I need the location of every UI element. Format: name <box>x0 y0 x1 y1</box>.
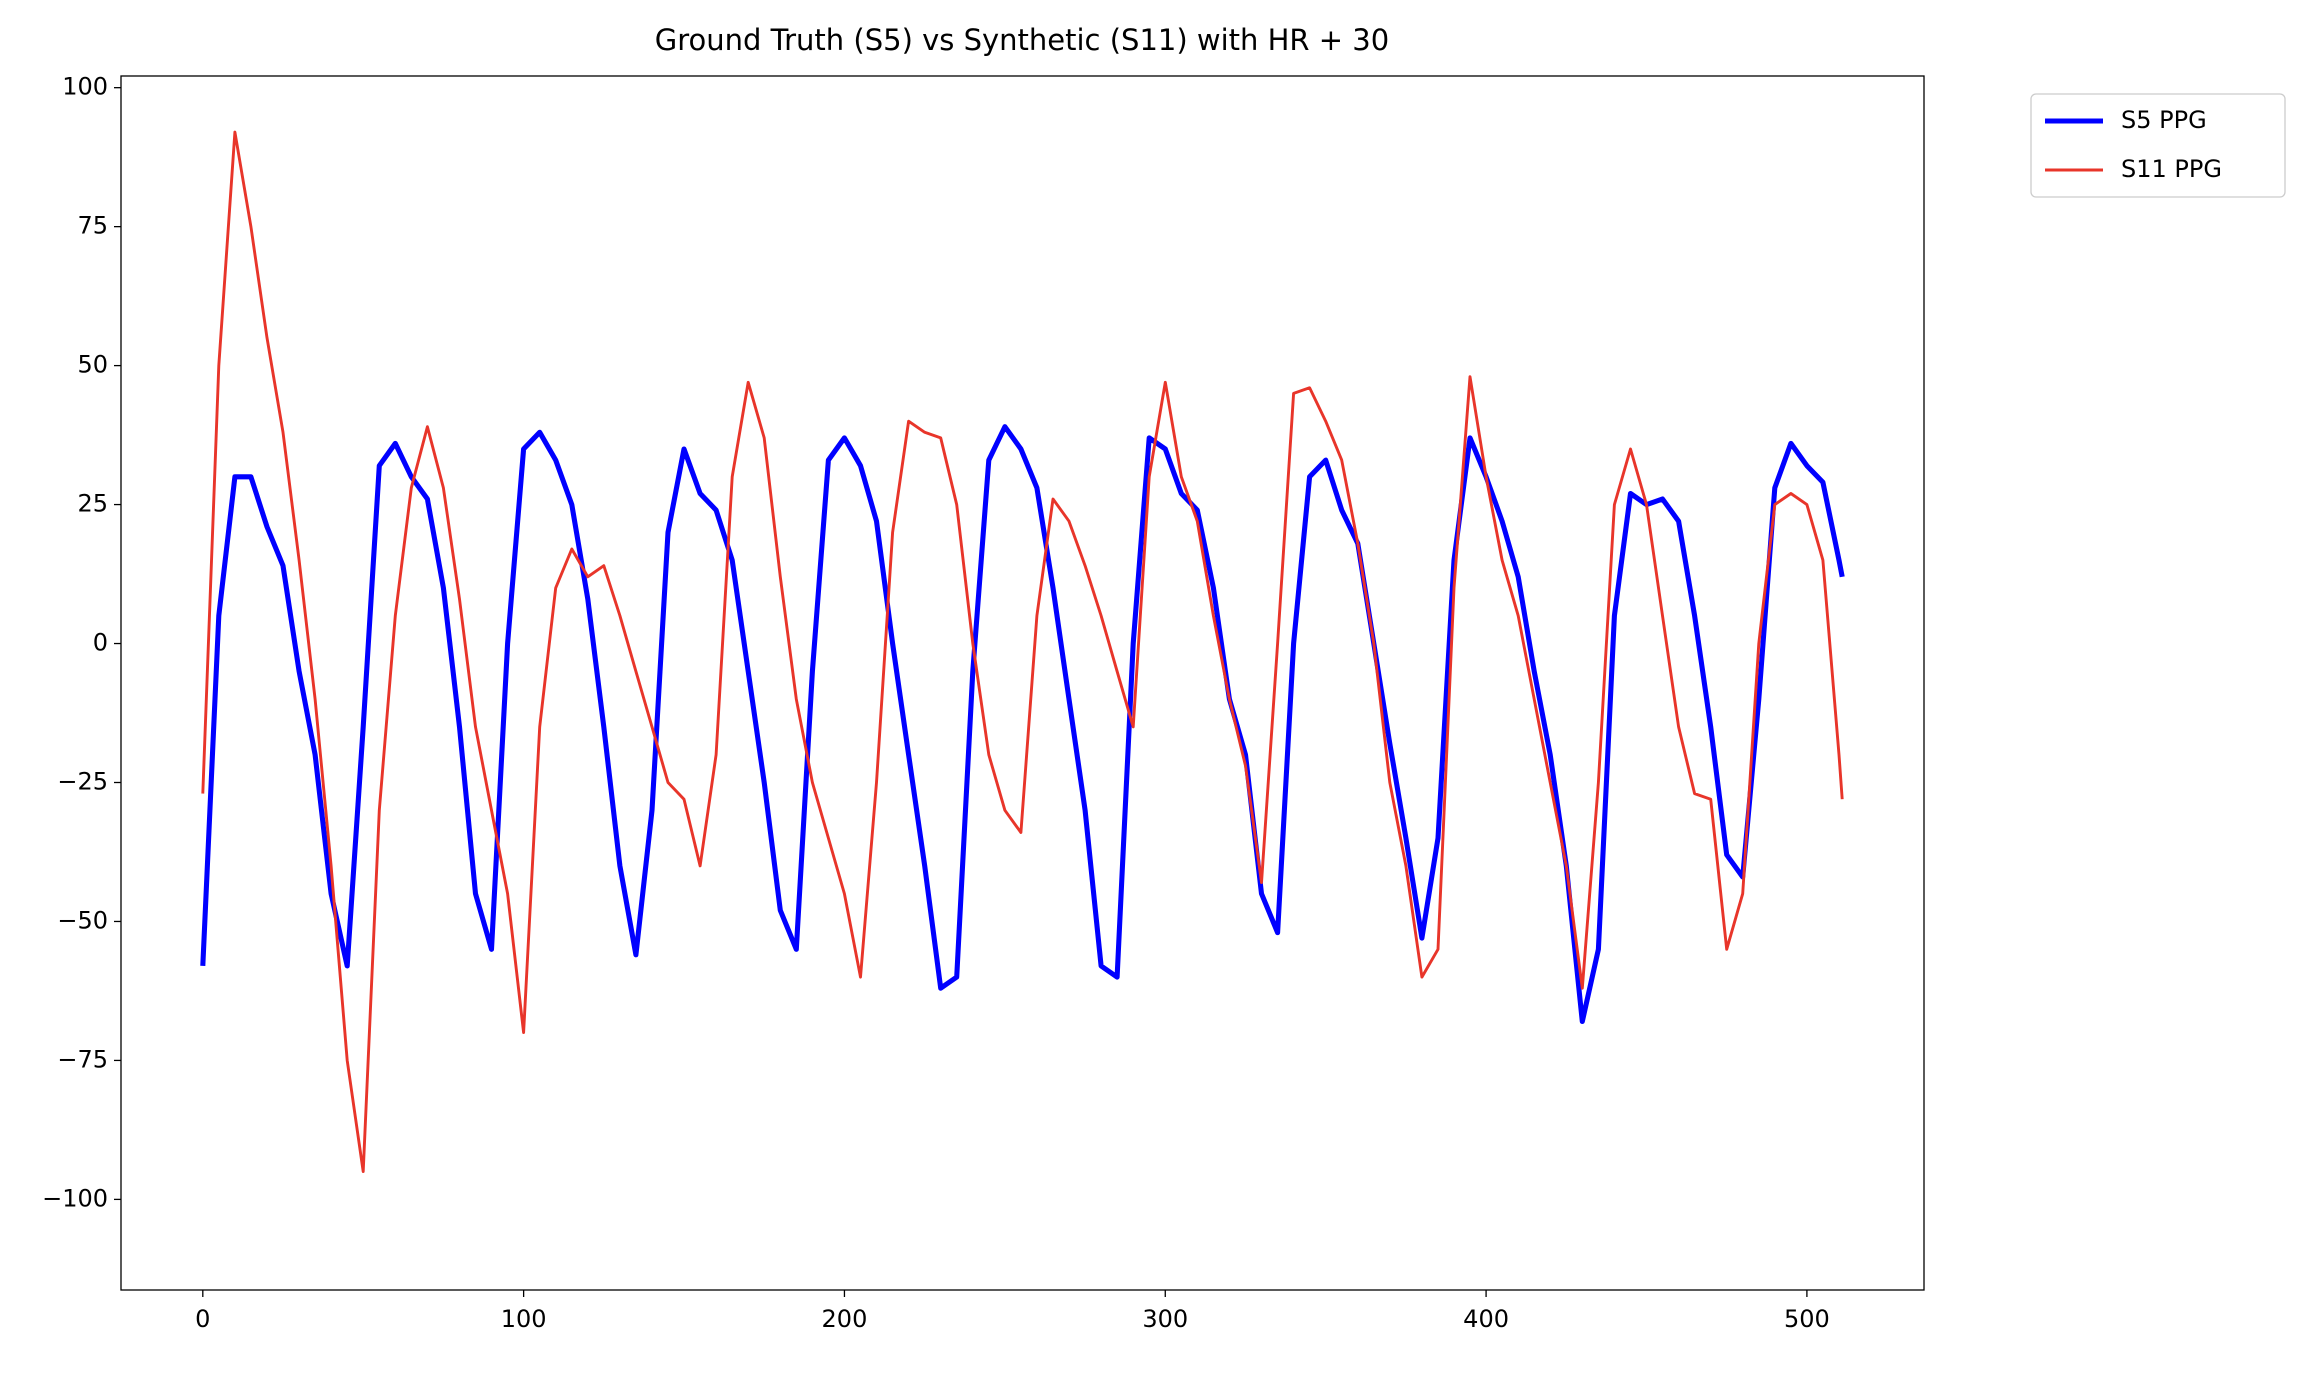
legend: S5 PPG S11 PPG <box>2030 93 2286 198</box>
x-tick-label: 300 <box>1142 1305 1188 1333</box>
x-tick-label: 0 <box>195 1305 210 1333</box>
legend-label: S11 PPG <box>2121 155 2222 183</box>
y-tick-label: −50 <box>57 906 108 934</box>
series-line <box>200 424 1845 1025</box>
axes-frame <box>120 75 1925 1291</box>
y-tick-label: −25 <box>57 767 108 795</box>
chart-title: Ground Truth (S5) vs Synthetic (S11) wit… <box>655 23 1389 57</box>
y-tick-label: 50 <box>77 351 108 379</box>
x-tick-label: 100 <box>501 1305 547 1333</box>
y-tick-label: 25 <box>77 490 108 518</box>
x-tick-label: 500 <box>1784 1305 1830 1333</box>
legend-label: S5 PPG <box>2121 106 2207 134</box>
y-tick-label: −100 <box>42 1184 108 1212</box>
y-tick-label: 75 <box>77 212 108 240</box>
y-tick-label: 100 <box>62 73 108 101</box>
x-tick-label: 400 <box>1463 1305 1509 1333</box>
y-tick-label: −75 <box>57 1045 108 1073</box>
series-line <box>201 130 1844 1174</box>
x-tick-label: 200 <box>822 1305 868 1333</box>
y-tick-label: 0 <box>93 629 108 657</box>
